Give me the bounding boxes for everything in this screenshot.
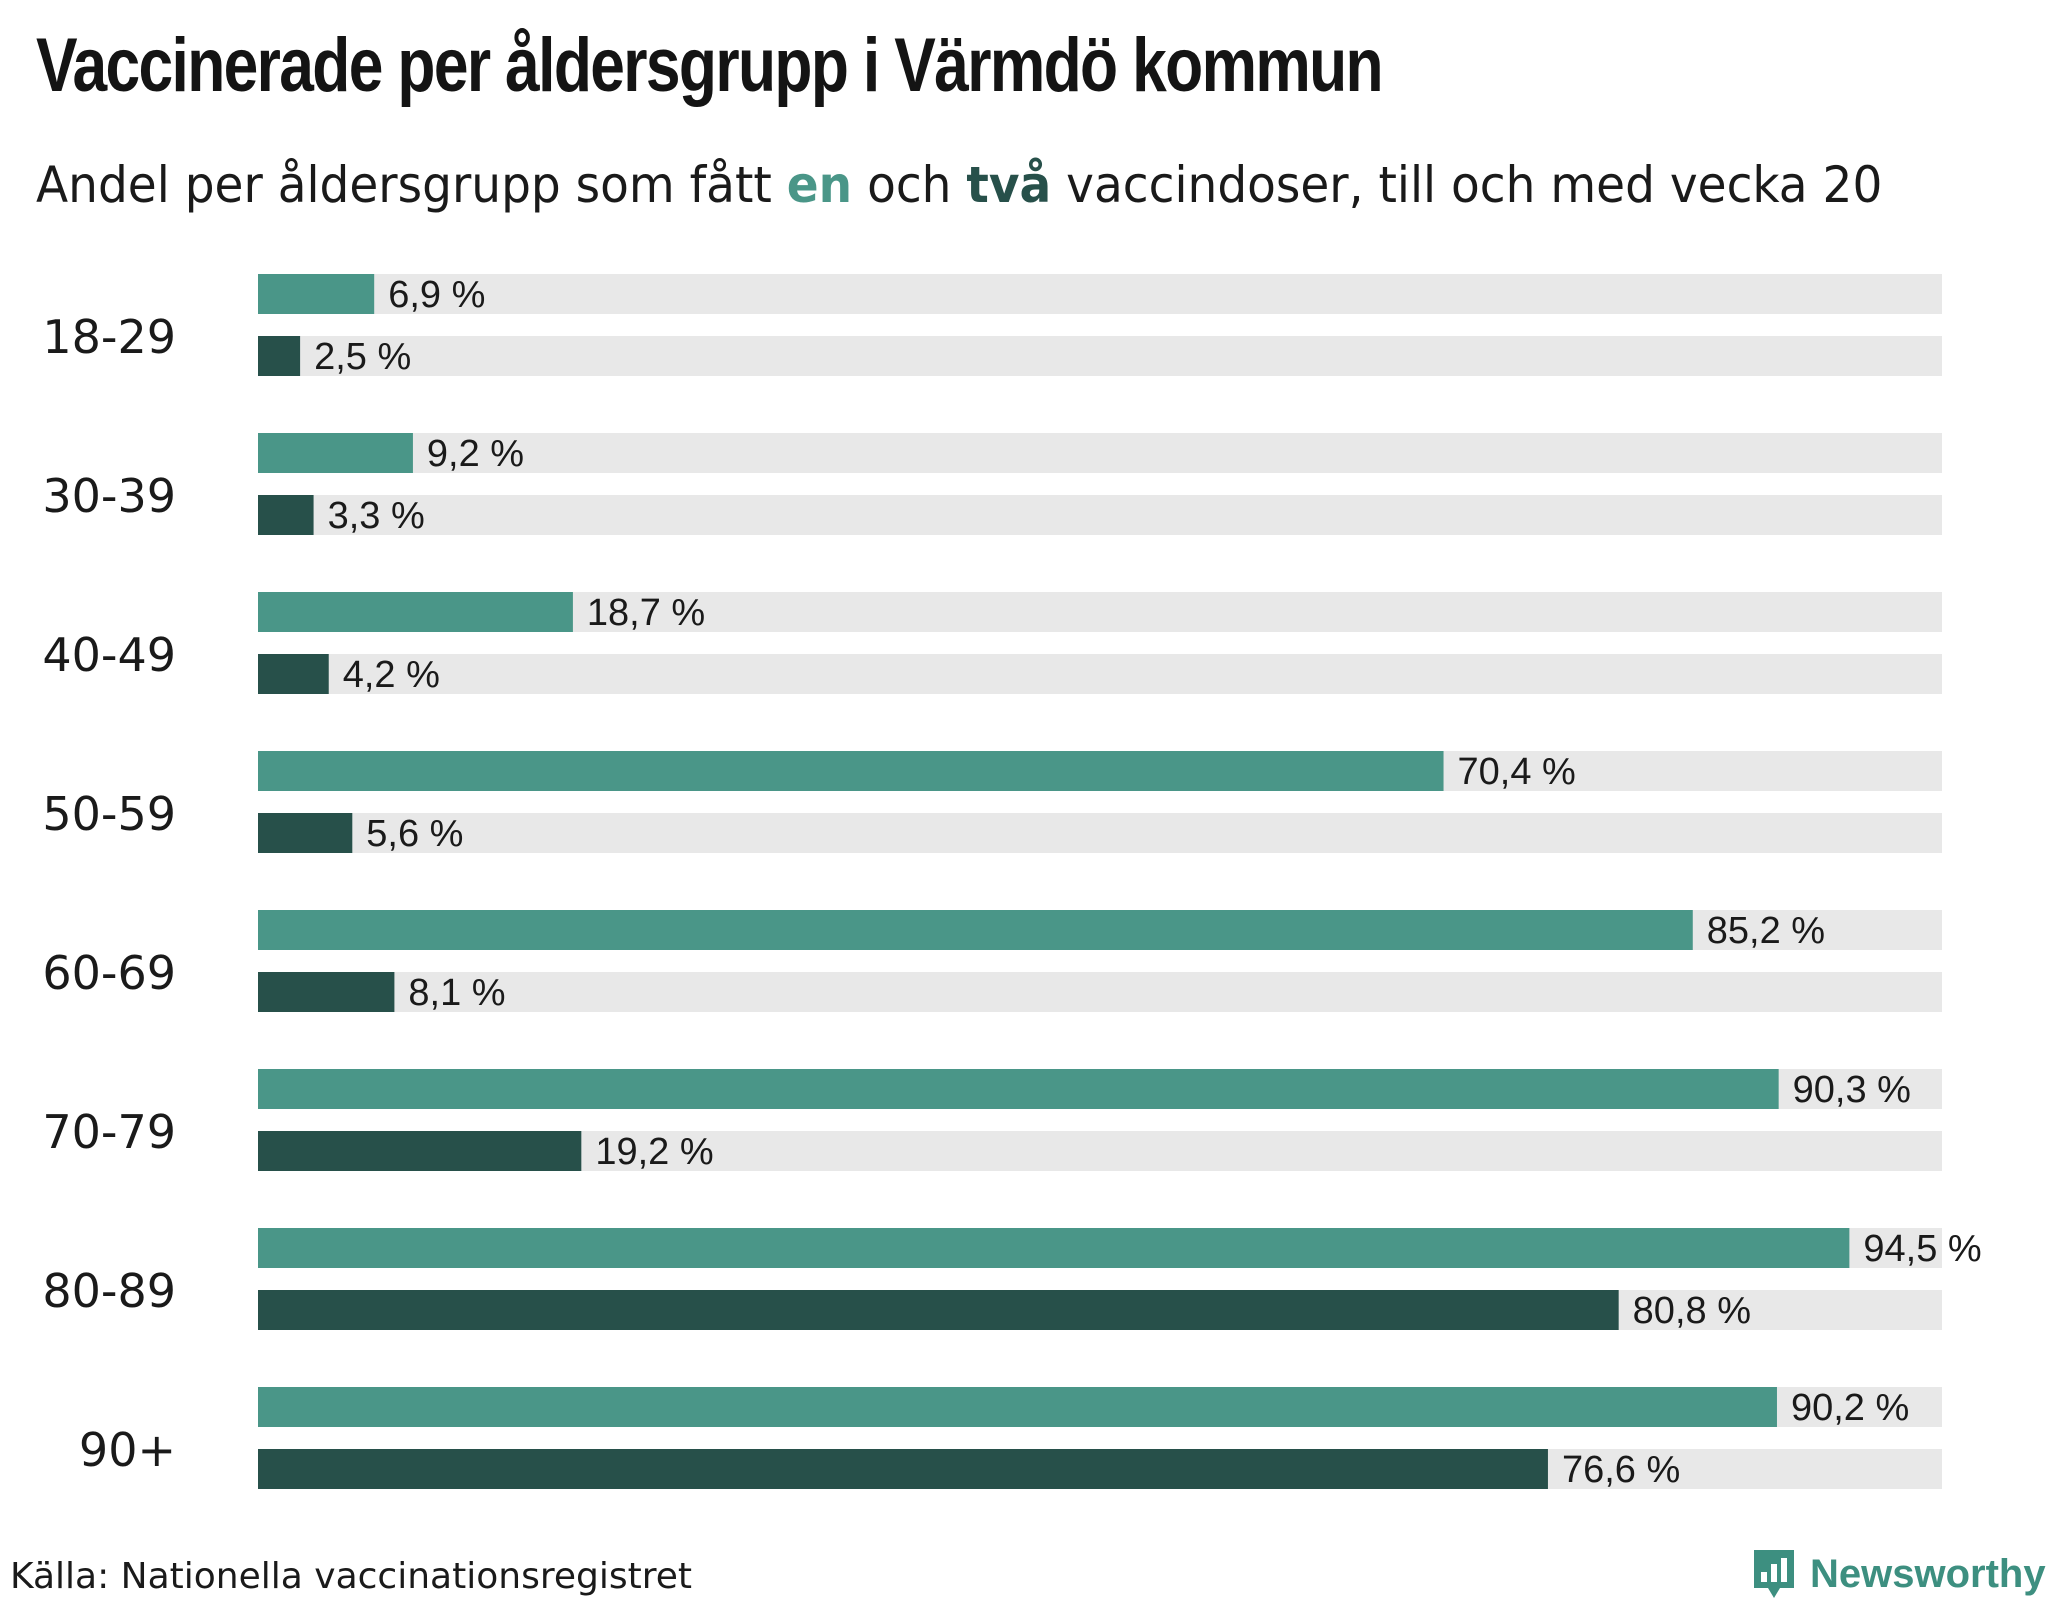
- bar-track: [258, 274, 1942, 314]
- data-label-one-dose: 90,3 %: [1793, 1069, 1911, 1111]
- bar-chart: 18-29 6,9 % 2,5 % 30-39 9,2 %3,3 % 40-49 18,7 …: [42, 274, 1982, 1491]
- bar-one-dose: [258, 910, 1693, 950]
- bar-track: [258, 336, 1942, 376]
- category-label: 70-79: [42, 1105, 176, 1159]
- bar-track: [258, 813, 1942, 853]
- bar-two-doses: [258, 972, 395, 1012]
- data-label-one-dose: 9,2 %: [427, 433, 524, 475]
- bar-two-doses: [258, 336, 301, 376]
- category-label: 50-59: [42, 787, 176, 841]
- category-label: 30-39: [42, 469, 176, 523]
- data-label-one-dose: 18,7 %: [587, 592, 705, 634]
- newsworthy-chart-bubble-icon: [1754, 1550, 1794, 1598]
- data-label-two-doses: 80,8 %: [1633, 1290, 1751, 1332]
- data-label-two-doses: 5,6 %: [366, 813, 463, 855]
- bar-one-dose: [258, 1069, 1779, 1109]
- source-note: Källa: Nationella vaccinationsregistret: [10, 1556, 692, 1597]
- data-label-one-dose: 6,9 %: [388, 274, 485, 316]
- chart-title: Vaccinerade per åldersgrupp i Värmdö kom…: [36, 23, 1384, 108]
- bar-track: [258, 654, 1942, 694]
- category-label: 60-69: [42, 946, 176, 1000]
- bar-two-doses: [258, 495, 314, 535]
- category-label: 40-49: [42, 628, 176, 682]
- bar-track: [258, 972, 1942, 1012]
- data-label-two-doses: 3,3 %: [328, 495, 425, 537]
- data-label-two-doses: 8,1 %: [408, 972, 505, 1014]
- bar-two-doses: [258, 1131, 582, 1171]
- category-label: 80-89: [42, 1264, 176, 1318]
- bar-two-doses: [258, 1290, 1619, 1330]
- bar-one-dose: [258, 433, 413, 473]
- category-label: 18-29: [42, 310, 176, 364]
- chart-subtitle: Andel per åldersgrupp som fått en och tv…: [36, 156, 1882, 214]
- legend-two-doses: två: [966, 156, 1052, 214]
- data-label-one-dose: 94,5 %: [1863, 1228, 1981, 1270]
- legend-one-dose: en: [786, 156, 853, 214]
- subtitle-text-middle: och: [852, 156, 967, 214]
- data-label-two-doses: 2,5 %: [314, 336, 411, 378]
- data-label-one-dose: 85,2 %: [1707, 910, 1825, 952]
- bar-one-dose: [258, 592, 573, 632]
- data-label-one-dose: 70,4 %: [1458, 751, 1576, 793]
- category-label: 90+: [79, 1423, 176, 1477]
- data-label-one-dose: 90,2 %: [1791, 1387, 1909, 1429]
- bar-one-dose: [258, 1228, 1850, 1268]
- subtitle-text-end: vaccindoser, till och med vecka 20: [1051, 156, 1883, 214]
- bar-one-dose: [258, 274, 375, 314]
- bar-two-doses: [258, 813, 353, 853]
- bar-one-dose: [258, 751, 1444, 791]
- bar-two-doses: [258, 654, 329, 694]
- brand-name: Newsworthy: [1810, 1551, 2046, 1596]
- bar-track: [258, 433, 1942, 473]
- bar-track: [258, 495, 1942, 535]
- bar-two-doses: [258, 1449, 1548, 1489]
- subtitle-text-start: Andel per åldersgrupp som fått: [36, 156, 787, 214]
- data-label-two-doses: 4,2 %: [343, 654, 440, 696]
- data-label-two-doses: 76,6 %: [1562, 1449, 1680, 1491]
- brand-logo: Newsworthy: [1750, 1546, 2046, 1602]
- bar-one-dose: [258, 1387, 1777, 1427]
- data-label-two-doses: 19,2 %: [595, 1131, 713, 1173]
